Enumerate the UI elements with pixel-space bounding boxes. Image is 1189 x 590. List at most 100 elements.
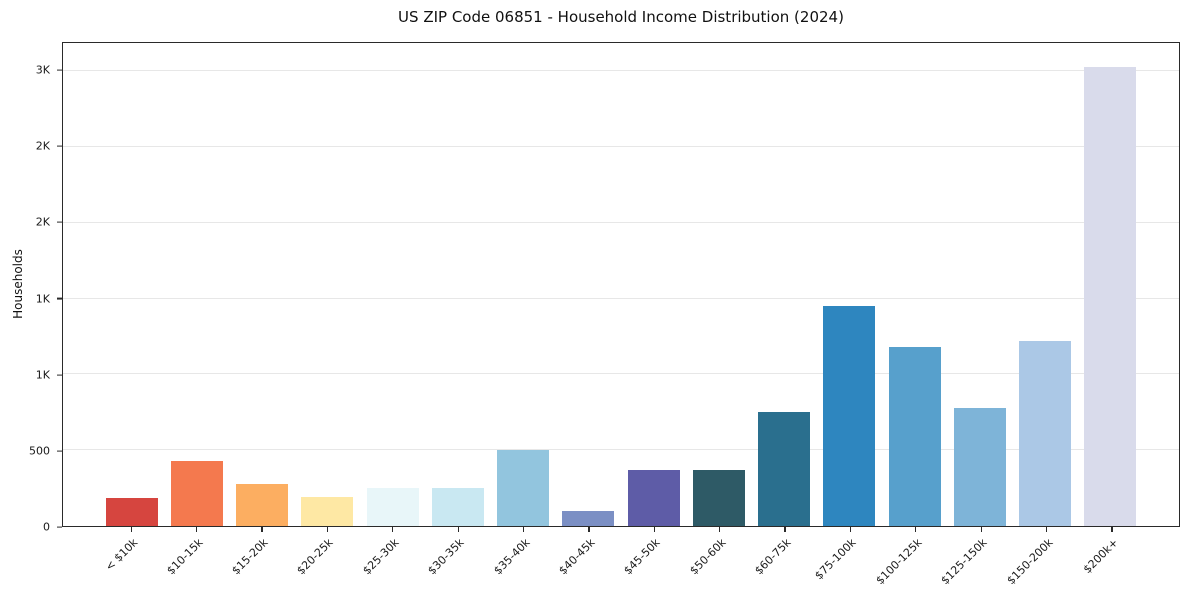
- bar-slot: [230, 43, 295, 526]
- x-cell: $25-30k: [360, 527, 425, 587]
- x-cell: $125-150k: [939, 527, 1013, 587]
- bar-slot: [99, 43, 164, 526]
- gridline: [63, 70, 1179, 72]
- x-tick-label: $40-45k: [556, 536, 598, 578]
- x-cell: < $10k: [98, 527, 163, 587]
- x-tick-mark: [392, 527, 394, 532]
- x-cell: $30-35k: [425, 527, 490, 587]
- gridlines: [63, 43, 1179, 526]
- bar-slot: [295, 43, 360, 526]
- bar-15-20k: [236, 483, 289, 526]
- x-tick-label: $15-20k: [229, 536, 271, 578]
- x-tick-mark: [1111, 527, 1113, 532]
- x-cell: $200k+: [1079, 527, 1144, 587]
- x-tick-mark: [849, 527, 851, 532]
- bar-slot: [817, 43, 882, 526]
- x-tick-label: $45-50k: [621, 536, 663, 578]
- bar-slot: [425, 43, 490, 526]
- y-tick-label: 500: [29, 444, 50, 458]
- x-tick-mark: [588, 527, 590, 532]
- bar-125-150k: [953, 407, 1006, 526]
- bar-slot: [686, 43, 751, 526]
- x-tick-mark: [653, 527, 655, 532]
- x-cell: $20-25k: [294, 527, 359, 587]
- bar-60-75k: [758, 412, 811, 526]
- y-tick-label: 1K: [35, 292, 50, 306]
- y-tick-mark: [57, 450, 62, 452]
- bar-35-40k: [497, 450, 550, 526]
- bar-45-50k: [627, 469, 680, 526]
- y-tick-label: 3K: [35, 63, 50, 77]
- x-tick-mark: [1045, 527, 1048, 532]
- x-tick-label: $20-25k: [294, 536, 337, 578]
- x-tick-label: $60-75k: [752, 536, 794, 578]
- x-tick-mark: [719, 527, 721, 532]
- bar-slot: [1078, 43, 1143, 526]
- bar-slot: [882, 43, 947, 526]
- bars-row: [63, 43, 1179, 526]
- x-cell: $150-200k: [1004, 527, 1078, 587]
- bar-20-25k: [301, 497, 354, 526]
- bar-40-45k: [562, 510, 615, 526]
- x-tick-mark: [196, 527, 198, 532]
- x-tick-mark: [130, 527, 132, 532]
- x-cell: $60-75k: [752, 527, 817, 587]
- gridline: [63, 373, 1179, 375]
- x-tick-label: $75-100k: [812, 536, 860, 583]
- bar-100-125k: [888, 347, 941, 526]
- bar-150-200k: [1019, 341, 1072, 526]
- x-tick-mark: [522, 527, 525, 532]
- x-tick-label: $35-40k: [490, 536, 533, 578]
- chart-title: US ZIP Code 06851 - Household Income Dis…: [398, 8, 844, 26]
- x-cell: $15-20k: [229, 527, 294, 587]
- bar-slot: [491, 43, 556, 526]
- y-tick-mark: [57, 298, 62, 300]
- x-cell: $40-45k: [556, 527, 621, 587]
- x-tick-label: < $10k: [102, 536, 140, 574]
- y-tick-label: 2K: [35, 139, 50, 153]
- y-tick-label: 1K: [35, 368, 50, 382]
- bar-200k: [1084, 66, 1137, 526]
- gridline: [63, 145, 1179, 147]
- x-cell: $50-60k: [686, 527, 751, 587]
- x-tick-label: $10-15k: [163, 536, 206, 578]
- bar-10-15k: [170, 460, 223, 526]
- plot-area: [62, 42, 1180, 527]
- x-tick-label: $30-35k: [425, 536, 467, 578]
- y-tick-mark: [57, 145, 62, 147]
- x-tick-mark: [326, 527, 328, 532]
- bar-25-30k: [366, 488, 419, 526]
- bar-slot: [947, 43, 1012, 526]
- bar-slot: [752, 43, 817, 526]
- bar-slot: [621, 43, 686, 526]
- x-tick-label: $200k+: [1080, 536, 1121, 577]
- bar-30-35k: [431, 488, 484, 526]
- bar-75-100k: [823, 306, 876, 526]
- bar-slot: [1013, 43, 1078, 526]
- x-tick-label: $25-30k: [360, 536, 402, 578]
- y-tick-mark: [57, 526, 62, 528]
- x-axis: < $10k $10-15k $15-20k $20-25k $25-30k $30-35…: [62, 527, 1180, 587]
- y-tick-label: 2K: [35, 215, 50, 229]
- x-tick-mark: [915, 527, 917, 532]
- x-cell: $75-100k: [813, 527, 882, 587]
- x-tick-mark: [457, 527, 459, 532]
- x-tick-mark: [784, 527, 786, 532]
- bar-slot: [556, 43, 621, 526]
- bar-slot: [164, 43, 229, 526]
- x-cell: $35-40k: [490, 527, 555, 587]
- y-tick-mark: [57, 221, 62, 224]
- x-tick-mark: [980, 527, 982, 532]
- x-cell: $10-15k: [163, 527, 228, 587]
- x-tick-label: $50-60k: [686, 536, 729, 578]
- gridline: [63, 297, 1179, 299]
- bar-slot: [360, 43, 425, 526]
- y-tick-label: 0: [43, 520, 50, 534]
- x-tick-mark: [261, 527, 263, 532]
- x-cell: $100-125k: [873, 527, 948, 587]
- gridline: [63, 449, 1179, 451]
- y-axis: 0 500 1K 1K 2K 2K 3K: [0, 42, 62, 533]
- bar-10k: [105, 497, 158, 526]
- gridline: [63, 221, 1179, 223]
